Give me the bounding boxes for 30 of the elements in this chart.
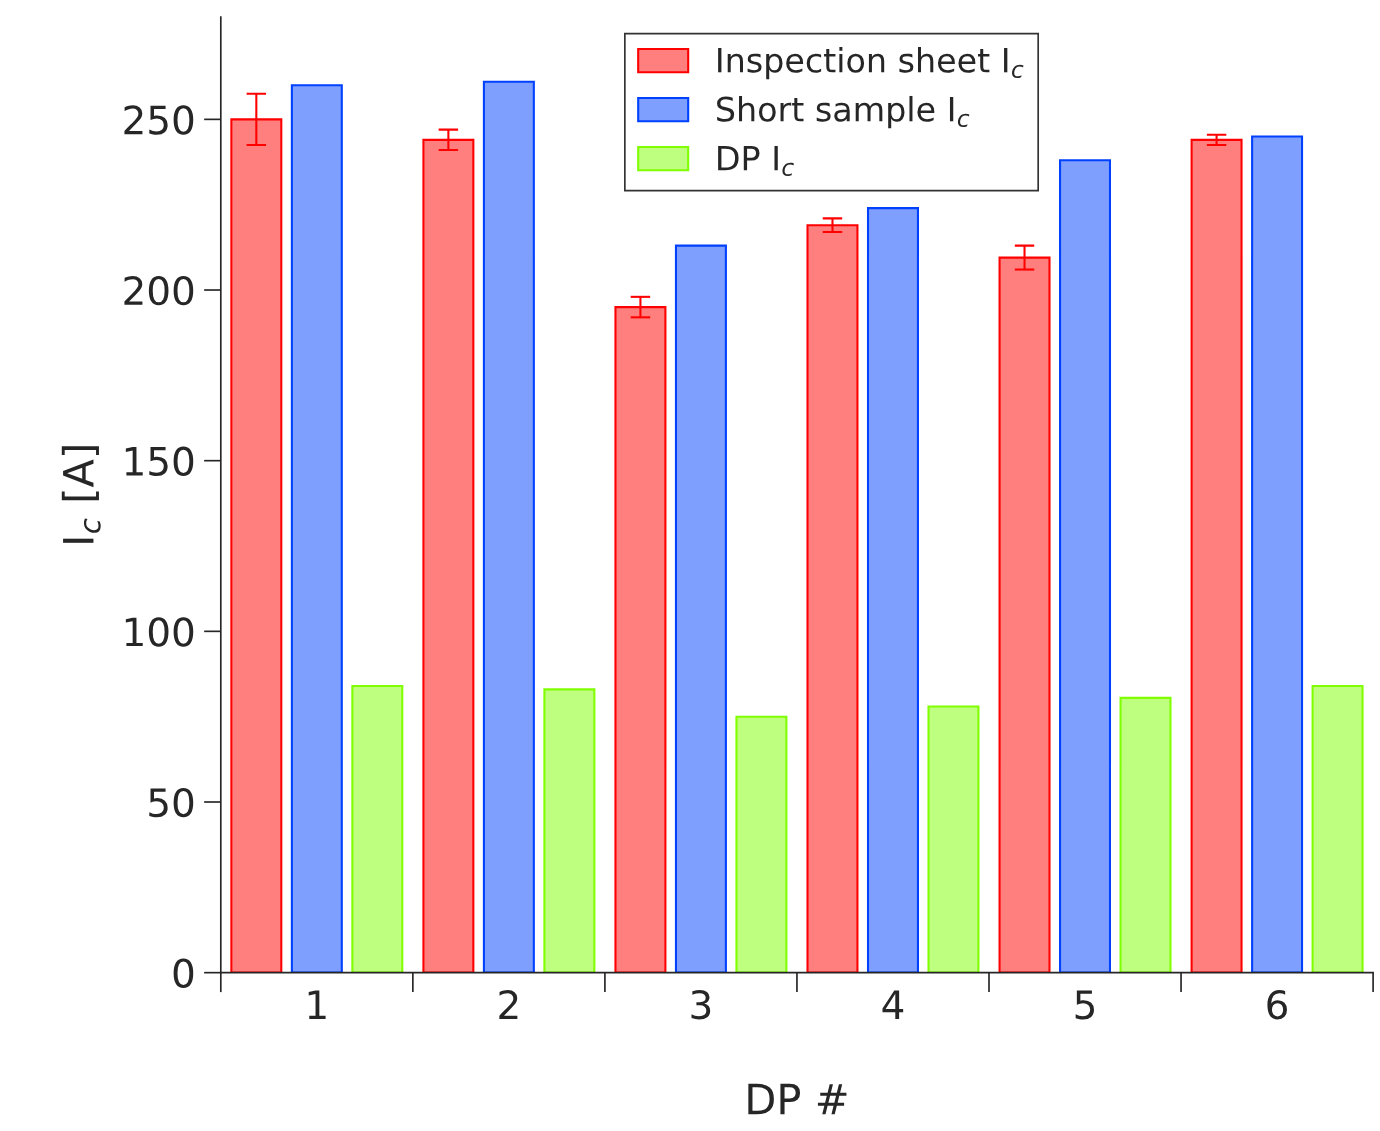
bar: [290, 84, 343, 973]
x-tick-label: 5: [1075, 990, 1094, 1020]
bar: [1311, 684, 1364, 973]
x-tick-label: 1: [308, 990, 326, 1019]
bar: [674, 244, 727, 973]
legend-label: Inspection sheet I$_{c}$: [718, 46, 1024, 80]
bar: [1190, 138, 1243, 973]
bar: [482, 80, 535, 973]
bar: [1119, 696, 1172, 973]
x-tick-label: 2: [499, 990, 518, 1019]
legend-label: Short sample I$_{c}$: [717, 95, 970, 129]
y-tick-label: 100: [125, 617, 194, 647]
bar: [735, 715, 788, 973]
bar: [927, 705, 980, 973]
y-axis-title: I$_{c}$ [A]: [61, 446, 101, 543]
x-tick-label: 3: [691, 990, 711, 1020]
legend-label: DP I$_{c}$: [718, 145, 794, 177]
y-tick-label: 50: [149, 787, 194, 818]
bar: [1059, 159, 1112, 973]
bar: [351, 684, 404, 973]
x-axis-title: DP #: [748, 1083, 847, 1115]
y-tick-label: 250: [124, 105, 194, 135]
bar: [866, 207, 919, 973]
y-tick-label: 200: [124, 275, 194, 306]
y-tick-label: 150: [125, 446, 194, 477]
x-tick-label: 4: [882, 990, 904, 1019]
y-tick-label: 0: [173, 958, 194, 988]
bar: [1251, 135, 1304, 973]
bar: [543, 688, 596, 973]
x-tick-label: 6: [1267, 990, 1287, 1020]
